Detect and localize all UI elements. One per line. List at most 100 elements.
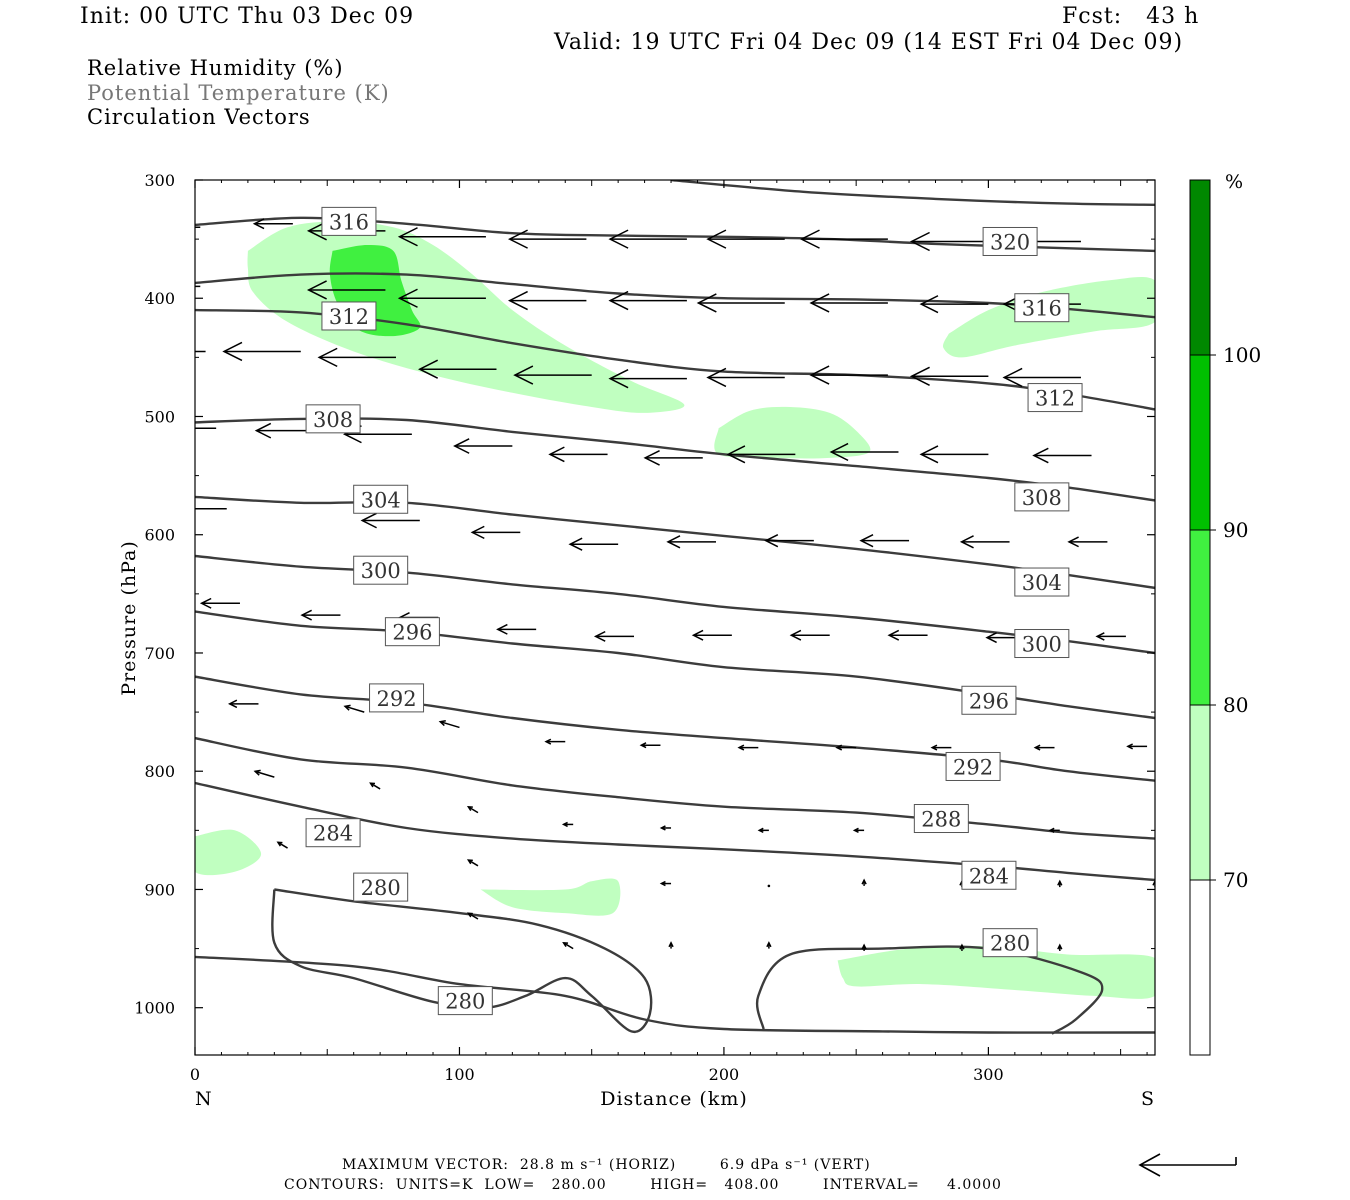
vector-head xyxy=(706,367,727,388)
contour-label-text: 316 xyxy=(1022,297,1062,321)
vector-head xyxy=(470,525,485,540)
circulation-vector xyxy=(507,229,587,249)
circulation-vector xyxy=(418,359,497,379)
vector-head xyxy=(360,512,377,529)
vector-head xyxy=(1152,879,1155,886)
vector-head xyxy=(608,229,629,249)
y-tick-label: 400 xyxy=(144,289,175,308)
vector-head xyxy=(306,280,327,300)
vector-head xyxy=(317,347,338,368)
circulation-vector xyxy=(306,280,386,300)
vector-head xyxy=(548,446,565,463)
vector-head xyxy=(887,629,900,641)
theta-contour-layer xyxy=(195,180,1155,1035)
vector-head xyxy=(764,533,779,548)
vector-head xyxy=(909,366,930,386)
axes-layer: 300 400 500 600 700 800 900 1000 0 100 200 300 xyxy=(134,171,1155,1084)
contour-label-312: 312 xyxy=(1027,383,1083,413)
colorbar-segment xyxy=(1190,705,1210,880)
circulation-vector xyxy=(466,859,479,867)
circulation-vector xyxy=(199,597,240,609)
contour-label-box xyxy=(1014,293,1070,323)
valid-time: Valid: 19 UTC Fri 04 Dec 09 (14 EST Fri … xyxy=(554,30,1184,55)
contour-label-text: 280 xyxy=(990,932,1030,956)
vector-shaft xyxy=(467,806,479,814)
circulation-vector xyxy=(496,623,537,635)
circulation-vector xyxy=(737,744,759,751)
circulation-vector xyxy=(195,507,227,510)
colorbar-segment xyxy=(1190,355,1210,530)
colorbar-segment xyxy=(1190,180,1210,355)
circulation-vector xyxy=(438,720,460,729)
y-tick-label: 1000 xyxy=(134,999,175,1018)
circulation-vector xyxy=(764,533,814,548)
circulation-vector xyxy=(253,769,275,778)
contour-label-box xyxy=(305,818,361,848)
circulation-vector xyxy=(254,422,315,439)
contour-label-box xyxy=(353,484,409,514)
circulation-vector xyxy=(1002,367,1081,388)
circulation-vector xyxy=(809,293,888,313)
circulation-vector xyxy=(466,912,479,920)
vector-head xyxy=(254,422,272,439)
vector-head xyxy=(129,342,147,360)
rh-region-70-6 xyxy=(837,945,1155,999)
contour-label-layer: 320 316 316 312 312 308 308 304 304 300 300 296 296 2… xyxy=(305,206,1083,1016)
y-tick-label: 500 xyxy=(144,407,175,426)
vector-head xyxy=(300,609,312,621)
vector-head xyxy=(438,720,446,727)
circulation-vector xyxy=(561,821,574,828)
vector-head xyxy=(659,880,666,887)
vector-head xyxy=(799,229,820,249)
vector-shaft xyxy=(563,942,574,950)
x-tick-label: 200 xyxy=(709,1065,740,1084)
contour-label-box xyxy=(1014,567,1070,597)
contour-label-box xyxy=(321,206,377,236)
circulation-vector xyxy=(887,629,928,641)
rh-region-70-0 xyxy=(247,221,685,413)
vector-head xyxy=(861,943,867,950)
circulation-vector xyxy=(766,941,772,949)
contour-label-316: 316 xyxy=(1014,293,1070,323)
vector-head xyxy=(608,290,629,311)
field-vectors: Circulation Vectors xyxy=(87,105,311,129)
contour-label-text: 288 xyxy=(921,808,961,832)
vector-head xyxy=(593,630,606,642)
circulation-vector xyxy=(276,841,288,849)
contour-label-text: 280 xyxy=(361,876,401,900)
contour-label-box xyxy=(1014,629,1070,659)
contour-label-box xyxy=(961,685,1017,715)
circulation-vector xyxy=(643,450,703,466)
contour-label-304: 304 xyxy=(1014,567,1070,597)
contour-label-box xyxy=(321,301,377,331)
vector-head xyxy=(199,597,212,609)
field-rh: Relative Humidity (%) xyxy=(87,56,344,80)
field-theta: Potential Temperature (K) xyxy=(87,81,390,105)
circulation-vector xyxy=(666,535,716,549)
theta-contour-300-9 xyxy=(195,554,1155,655)
y-tick-label: 700 xyxy=(144,644,175,663)
vector-head xyxy=(909,231,930,252)
vector-head xyxy=(959,535,974,549)
rh-region-70-5 xyxy=(480,878,621,916)
circulation-vector xyxy=(696,293,785,313)
vector-head xyxy=(668,941,674,948)
x-tick-label: 0 xyxy=(190,1065,200,1084)
circulation-vector xyxy=(757,827,769,834)
contour-label-text: 280 xyxy=(445,990,485,1014)
contour-label-288: 288 xyxy=(913,804,969,834)
contour-label-text: 296 xyxy=(969,689,1009,713)
contour-label-text: 308 xyxy=(313,408,353,432)
contour-label-300: 300 xyxy=(1014,629,1070,659)
contour-label-box xyxy=(961,860,1017,890)
vector-head xyxy=(809,365,830,385)
vector-shaft xyxy=(467,912,479,920)
circulation-vector xyxy=(859,533,910,548)
vector-head xyxy=(789,629,802,641)
colorbar-segment xyxy=(1190,530,1210,705)
y-axis-label: Pressure (hPa) xyxy=(118,540,140,696)
circulation-vector xyxy=(593,630,635,642)
contour-label-box xyxy=(1027,383,1083,413)
vector-head xyxy=(861,878,867,885)
vector-head xyxy=(829,442,849,462)
